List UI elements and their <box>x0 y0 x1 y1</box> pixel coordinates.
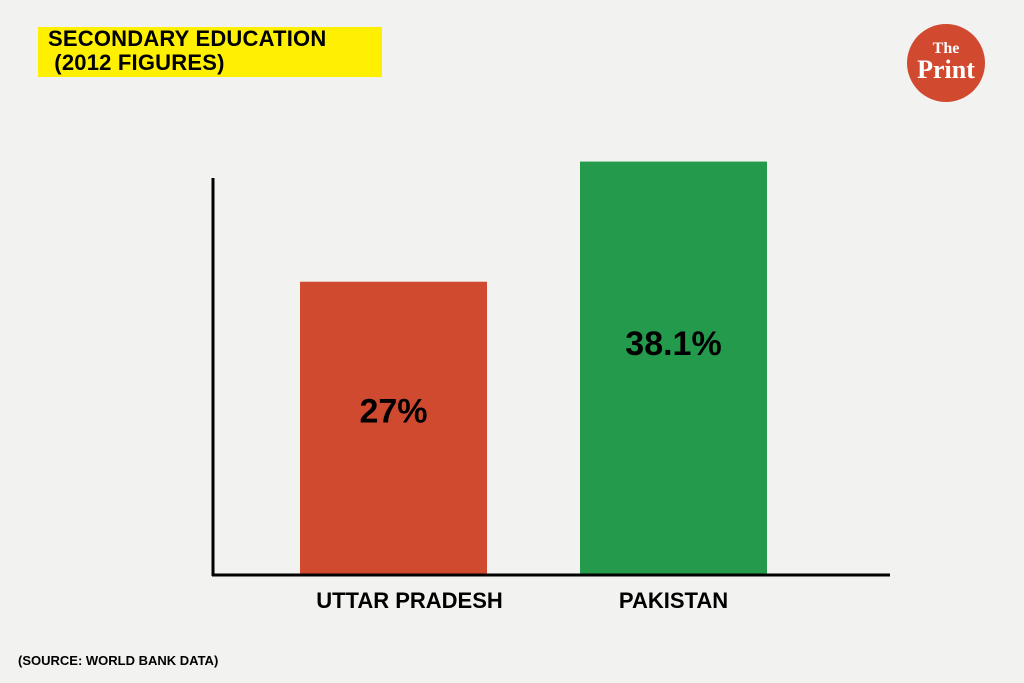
logo-text-print: Print <box>917 55 975 84</box>
chart-title-box: SECONDARY EDUCATION (2012 FIGURES) <box>38 27 382 77</box>
bar-uttar-pradesh <box>300 281 487 574</box>
bar-pakistan <box>580 161 767 574</box>
labels-group: 27% UTTAR PRADESH 38.1% PAKISTAN <box>316 325 728 613</box>
chart-title-line-2: (2012 FIGURES) <box>48 50 225 75</box>
logo-text-the: The <box>932 40 960 57</box>
theprint-logo: The Print <box>907 24 985 102</box>
data-label-uttar-pradesh: 27% <box>359 392 427 430</box>
category-label-pakistan: PAKISTAN <box>619 588 728 613</box>
data-label-pakistan: 38.1% <box>625 325 721 363</box>
chart-title-line-1: SECONDARY EDUCATION <box>48 26 327 51</box>
category-label-uttar-pradesh: UTTAR PRADESH <box>316 588 503 613</box>
source-note: (SOURCE: WORLD BANK DATA) <box>18 653 219 668</box>
bars-group <box>300 161 767 574</box>
